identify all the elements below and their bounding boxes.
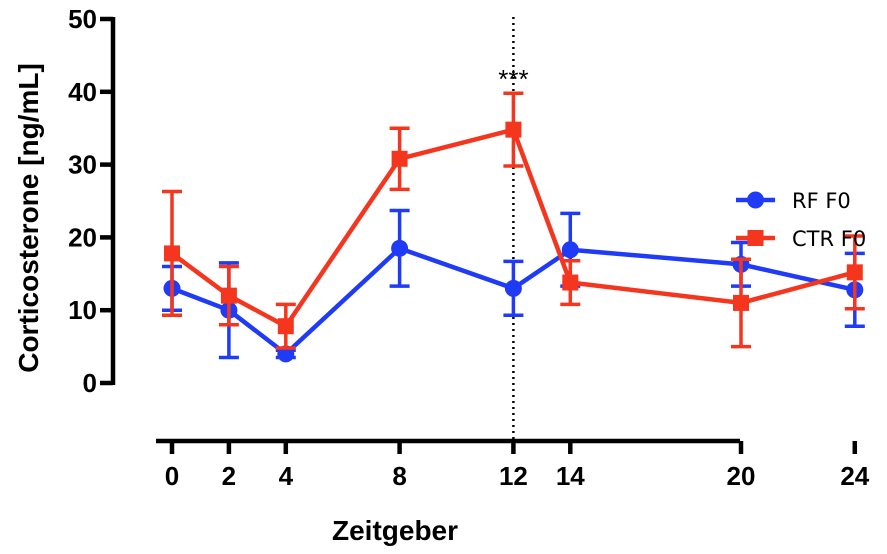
legend-label: RF F0	[792, 189, 851, 213]
y-tick-label: 30	[68, 150, 97, 180]
x-tick-label: 24	[840, 461, 869, 491]
series-ctr-f0	[162, 91, 865, 350]
series-line	[171, 246, 856, 357]
legend: RF F0 CTR F0	[736, 189, 866, 251]
x-tick-label: 2	[222, 461, 236, 491]
legend-item: RF F0	[736, 189, 851, 213]
y-tick-label: 40	[68, 77, 97, 107]
y-tick-label: 50	[68, 4, 97, 34]
y-tick-label: 0	[83, 368, 97, 398]
data-point	[220, 287, 237, 304]
significance-annotation: ***	[498, 64, 528, 94]
data-point	[391, 150, 408, 167]
x-tick-label: 8	[392, 461, 406, 491]
y-tick-label: 20	[68, 222, 97, 252]
data-point	[562, 274, 579, 291]
data-point	[391, 239, 409, 257]
y-tick-label: 10	[68, 295, 97, 325]
x-axis: 0 2 4 8 12 14 20 24	[156, 438, 870, 491]
series-layer	[162, 91, 865, 363]
y-axis-title: Corticosterone [ng/mL]	[13, 63, 44, 373]
reference-line-layer: ***	[498, 17, 529, 441]
legend-marker	[747, 230, 764, 246]
x-tick-label: 20	[727, 461, 756, 491]
x-tick-label: 4	[279, 461, 294, 491]
data-point	[277, 318, 294, 335]
legend-item: CTR F0	[736, 227, 866, 251]
y-axis: 0 10 20 30 40 50	[68, 4, 116, 398]
data-point	[733, 294, 749, 311]
x-tick-label: 14	[556, 461, 585, 491]
data-point	[505, 121, 522, 138]
x-tick-label: 0	[165, 461, 179, 491]
legend-label: CTR F0	[792, 227, 866, 251]
data-point	[164, 245, 180, 262]
x-axis-title: Zeitgeber	[332, 515, 458, 546]
data-point	[846, 264, 863, 281]
series-line	[170, 127, 856, 329]
x-tick-label: 12	[499, 461, 528, 491]
data-point	[561, 241, 579, 259]
legend-marker	[747, 191, 764, 209]
data-point	[504, 279, 522, 297]
